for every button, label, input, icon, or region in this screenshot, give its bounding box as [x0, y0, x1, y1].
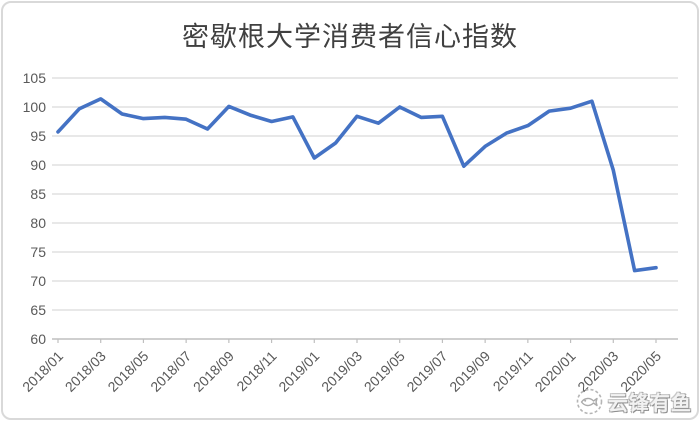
x-axis-tick-label: 2019/07 [403, 348, 450, 395]
watermark: 云锋有鱼 [576, 387, 692, 416]
y-axis-tick-label: 95 [30, 128, 46, 144]
x-axis-tick-label: 2019/03 [318, 348, 365, 395]
y-axis-tick-label: 100 [23, 99, 47, 115]
y-axis-tick-label: 65 [30, 302, 46, 318]
y-axis-tick-label: 80 [30, 215, 46, 231]
y-axis-tick-label: 105 [23, 70, 47, 86]
x-axis-tick-label: 2019/11 [490, 348, 537, 395]
x-axis-tick-label: 2019/09 [446, 348, 493, 395]
y-axis-tick-label: 70 [30, 273, 46, 289]
x-axis-tick-label: 2018/09 [190, 348, 237, 395]
x-axis-tick-label: 2018/11 [233, 348, 280, 395]
y-axis-tick-label: 85 [30, 186, 46, 202]
x-axis-tick-label: 2019/05 [361, 348, 408, 395]
x-axis-tick-label: 2018/05 [104, 348, 151, 395]
x-axis-tick-label: 2018/03 [62, 348, 109, 395]
y-axis-tick-label: 90 [30, 157, 46, 173]
x-axis-tick-label: 2018/01 [19, 348, 66, 395]
x-axis-tick-label: 2018/07 [147, 348, 194, 395]
fish-circle-logo-icon [576, 388, 603, 415]
chart-title: 密歇根大学消费者信心指数 [182, 22, 518, 52]
x-axis-tick-label: 2019/01 [275, 348, 322, 395]
y-axis-tick-label: 75 [30, 244, 46, 260]
watermark-brand-text: 云锋有鱼 [608, 393, 692, 415]
x-axis-tick-label: 2020/01 [532, 348, 579, 395]
y-axis-tick-label: 60 [30, 331, 46, 347]
series-line [56, 97, 658, 273]
